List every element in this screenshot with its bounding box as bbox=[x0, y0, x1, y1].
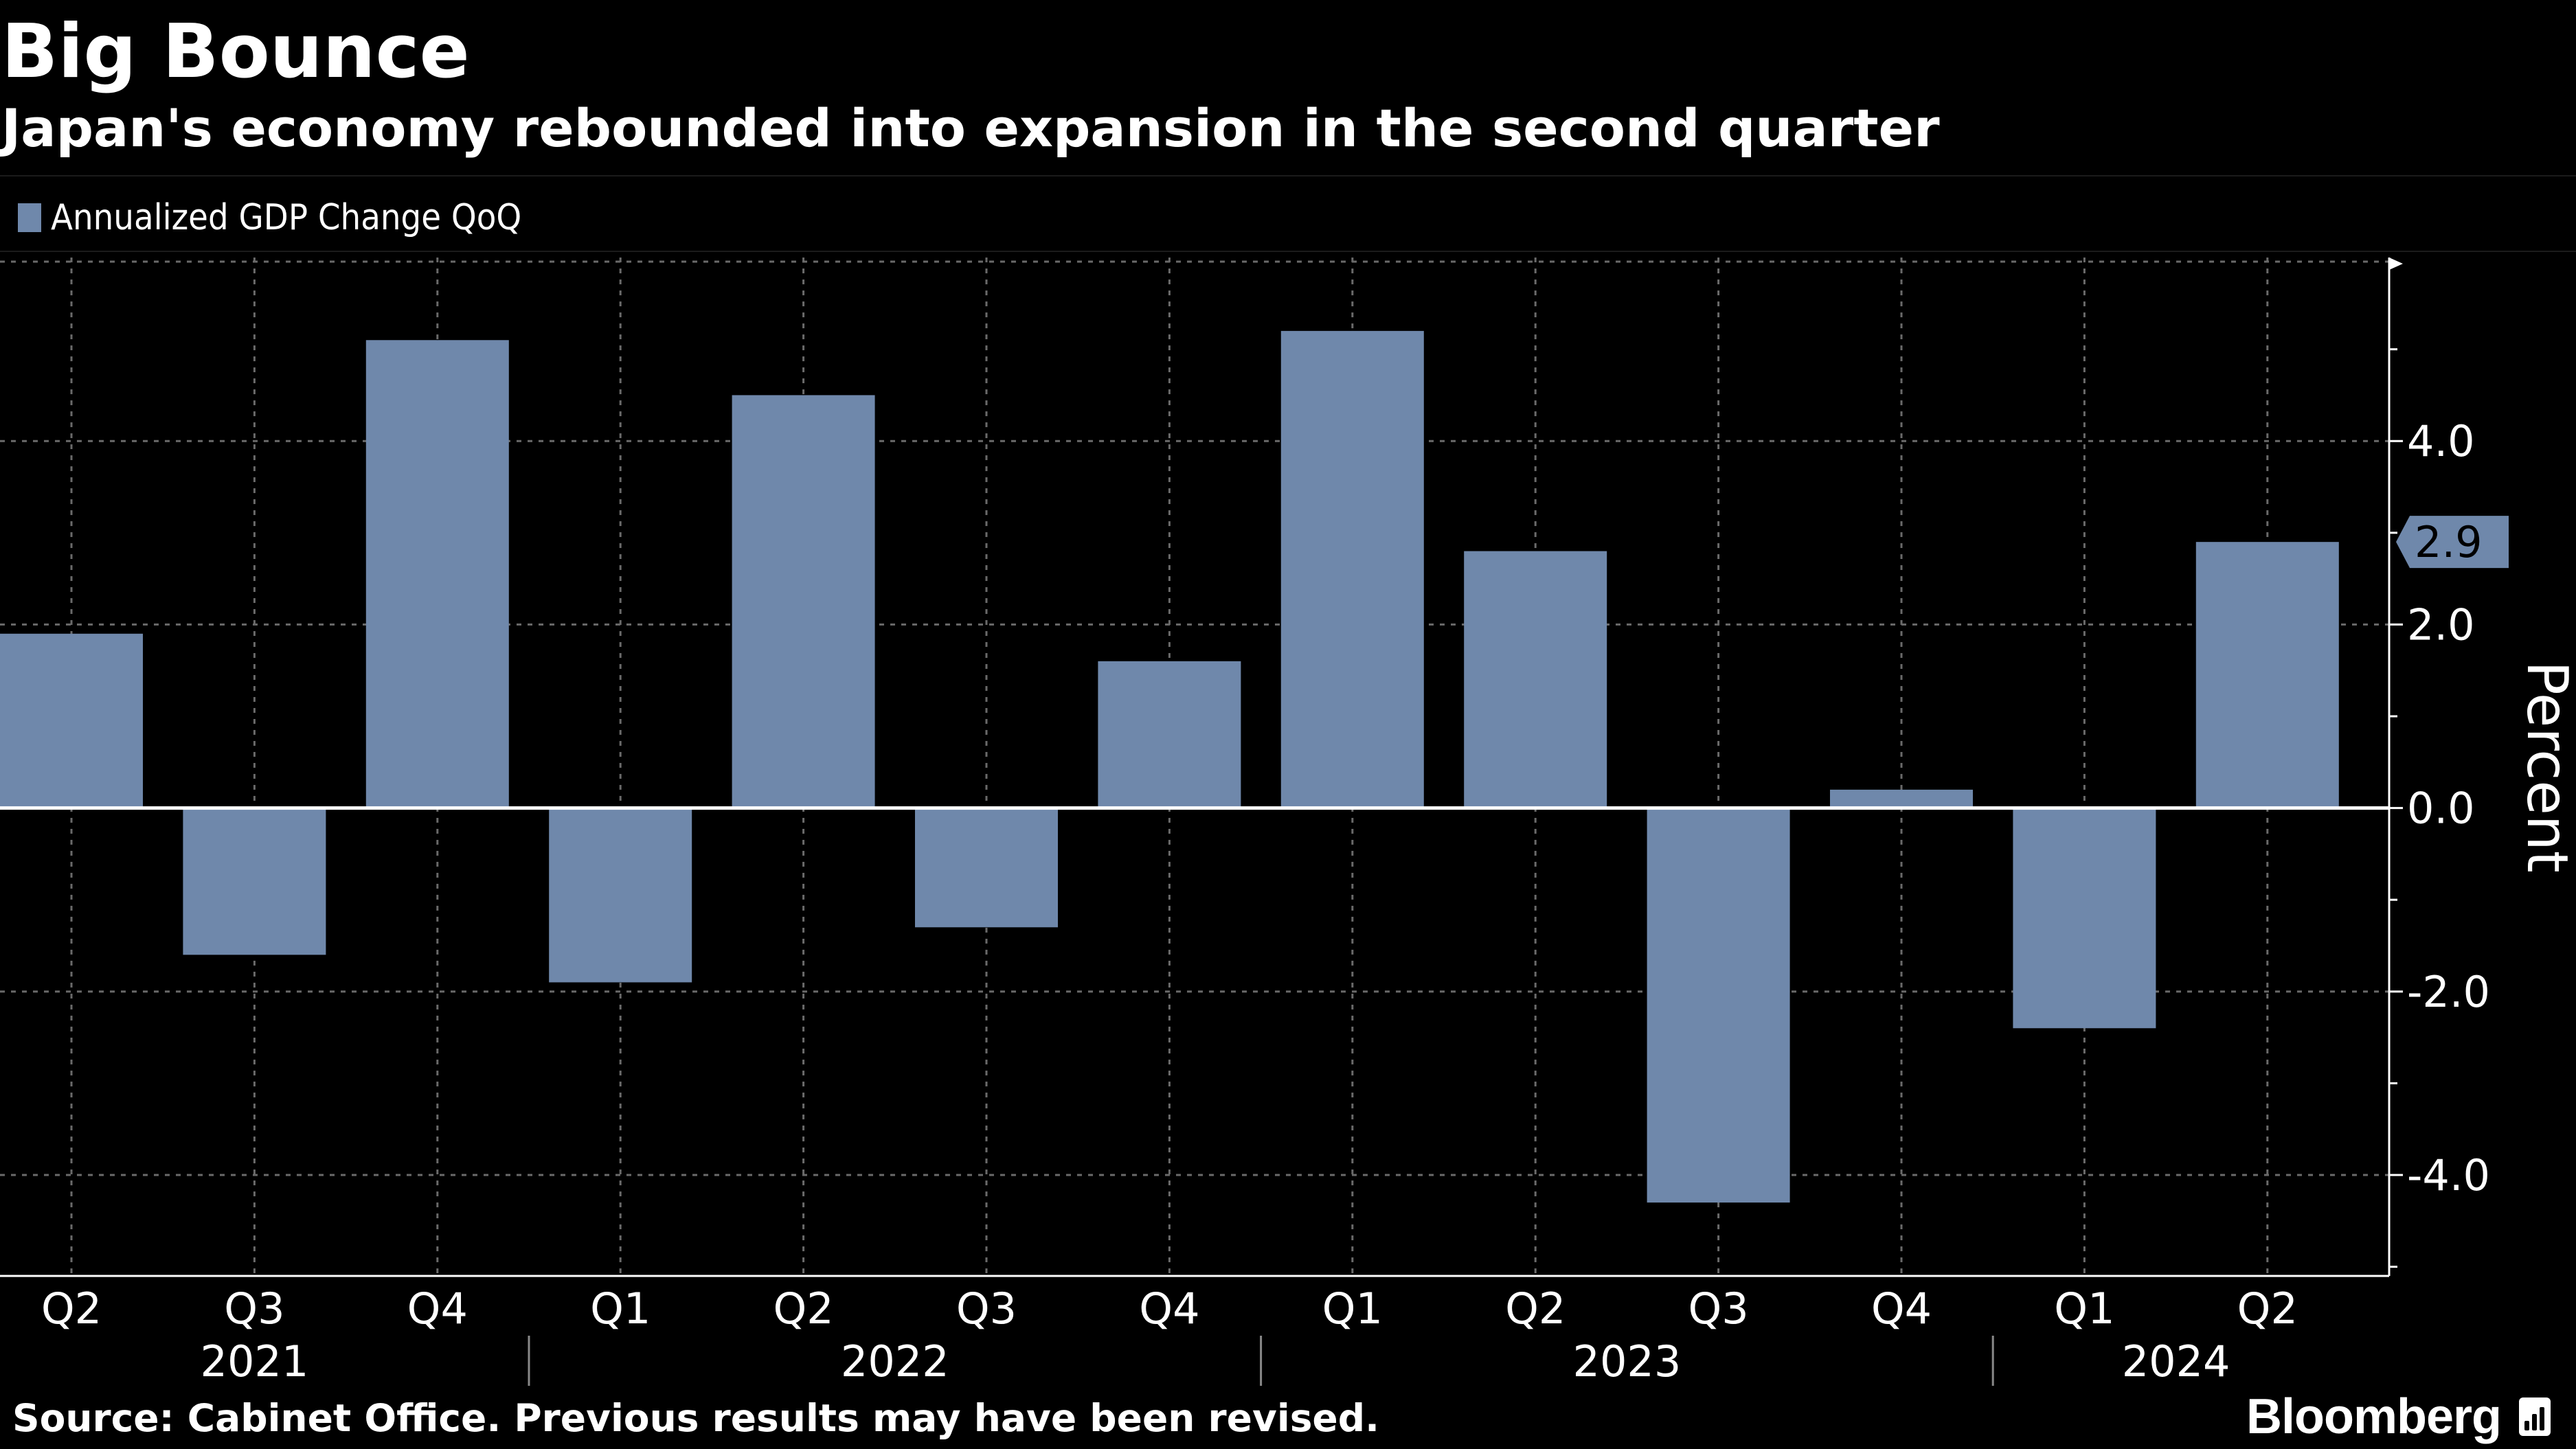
bar bbox=[549, 808, 692, 983]
y-tick-label: 0.0 bbox=[2407, 784, 2475, 834]
year-label: 2024 bbox=[2122, 1336, 2230, 1387]
x-tick-label: Q1 bbox=[590, 1283, 651, 1334]
y-tick-label: 2.0 bbox=[2407, 600, 2475, 650]
x-tick-label: Q2 bbox=[773, 1283, 833, 1334]
last-value-marker bbox=[2396, 516, 2509, 569]
x-tick-label: Q4 bbox=[1871, 1283, 1932, 1334]
bar bbox=[1280, 330, 1424, 808]
x-tick-label: Q1 bbox=[2054, 1283, 2114, 1334]
x-tick-label: Q3 bbox=[224, 1283, 284, 1334]
brand-name: Bloomberg bbox=[2246, 1389, 2502, 1444]
bar bbox=[1830, 789, 1973, 808]
y-tick-label: 4.0 bbox=[2407, 416, 2475, 466]
bar bbox=[2195, 542, 2339, 808]
bar bbox=[915, 808, 1058, 928]
y-tick-label: -4.0 bbox=[2407, 1150, 2490, 1200]
legend-swatch bbox=[18, 203, 41, 232]
bar bbox=[0, 633, 143, 808]
bar bbox=[1098, 661, 1241, 808]
bar bbox=[732, 395, 875, 808]
x-tick-label: Q3 bbox=[956, 1283, 1017, 1334]
year-label: 2022 bbox=[841, 1336, 949, 1387]
bar bbox=[183, 808, 326, 955]
chart-subtitle: Japan's economy rebounded into expansion… bbox=[1, 98, 1940, 159]
x-tick-label: Q1 bbox=[1322, 1283, 1383, 1334]
bar bbox=[2013, 808, 2156, 1029]
bloomberg-terminal-icon bbox=[2519, 1397, 2551, 1436]
x-tick-label: Q2 bbox=[1505, 1283, 1566, 1334]
legend-divider bbox=[0, 251, 2576, 252]
source-note: Source: Cabinet Office. Previous results… bbox=[12, 1396, 1379, 1440]
header-divider bbox=[0, 175, 2576, 176]
x-tick-label: Q3 bbox=[1688, 1283, 1748, 1334]
y-axis-title: Percent bbox=[2514, 661, 2576, 873]
chart-title: Big Bounce bbox=[1, 9, 470, 95]
bar bbox=[365, 340, 509, 808]
bar bbox=[1464, 551, 1607, 808]
bloomberg-logo: Bloomberg bbox=[2246, 1386, 2551, 1448]
legend-label: Annualized GDP Change QoQ bbox=[51, 197, 522, 238]
bar bbox=[1647, 808, 1790, 1203]
year-label: 2023 bbox=[1573, 1336, 1682, 1387]
last-value-label: 2.9 bbox=[2415, 517, 2483, 567]
x-tick-label: Q4 bbox=[407, 1283, 468, 1334]
x-tick-label: Q2 bbox=[41, 1283, 102, 1334]
x-tick-label: Q4 bbox=[1139, 1283, 1199, 1334]
x-tick-label: Q2 bbox=[2237, 1283, 2298, 1334]
year-label: 2021 bbox=[201, 1336, 309, 1387]
legend: Annualized GDP Change QoQ bbox=[18, 194, 521, 242]
y-tick-label: -2.0 bbox=[2407, 967, 2490, 1017]
bar-chart: -4.0 -2.0 0.0 2.0 4.0 Percent 2.9 Q2 Q3 Q4 Q1 Q2 Q3 Q… bbox=[0, 258, 2576, 1387]
y-axis-arrow-icon bbox=[2389, 258, 2403, 270]
